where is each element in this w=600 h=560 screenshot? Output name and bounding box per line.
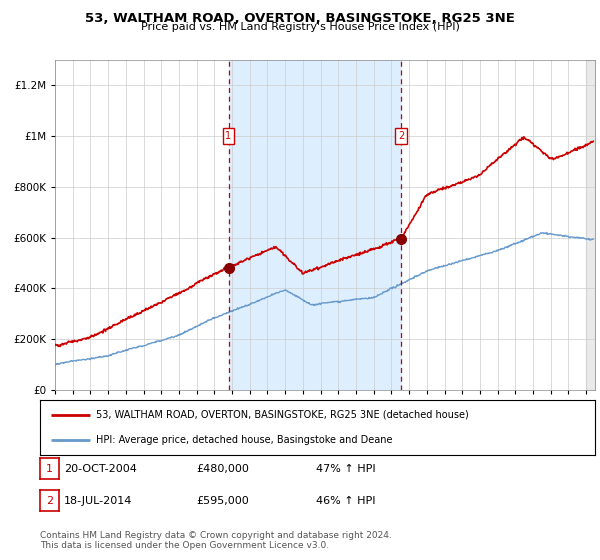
Text: 2: 2 <box>398 131 404 141</box>
Text: 53, WALTHAM ROAD, OVERTON, BASINGSTOKE, RG25 3NE: 53, WALTHAM ROAD, OVERTON, BASINGSTOKE, … <box>85 12 515 25</box>
Text: Price paid vs. HM Land Registry's House Price Index (HPI): Price paid vs. HM Land Registry's House … <box>140 22 460 32</box>
Text: HPI: Average price, detached house, Basingstoke and Deane: HPI: Average price, detached house, Basi… <box>95 435 392 445</box>
Text: 46% ↑ HPI: 46% ↑ HPI <box>316 496 376 506</box>
Text: 18-JUL-2014: 18-JUL-2014 <box>64 496 133 506</box>
Text: 1: 1 <box>226 131 232 141</box>
Text: Contains HM Land Registry data © Crown copyright and database right 2024.
This d: Contains HM Land Registry data © Crown c… <box>40 530 392 550</box>
Text: 20-OCT-2004: 20-OCT-2004 <box>64 464 137 474</box>
Text: £480,000: £480,000 <box>196 464 249 474</box>
Text: 1: 1 <box>46 464 53 474</box>
Text: 47% ↑ HPI: 47% ↑ HPI <box>316 464 376 474</box>
Bar <box>229 60 401 390</box>
Text: 2: 2 <box>46 496 53 506</box>
Text: 53, WALTHAM ROAD, OVERTON, BASINGSTOKE, RG25 3NE (detached house): 53, WALTHAM ROAD, OVERTON, BASINGSTOKE, … <box>95 410 468 420</box>
Text: £595,000: £595,000 <box>196 496 249 506</box>
